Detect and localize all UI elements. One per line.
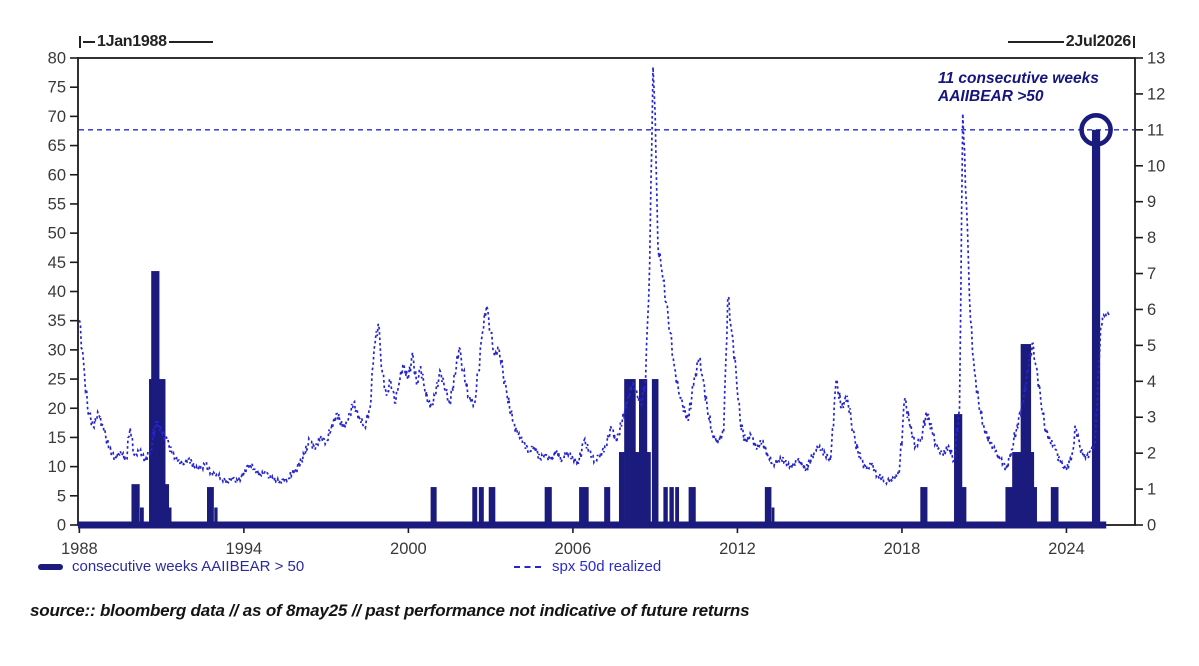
right-axis-tick-label: 0 (1147, 517, 1156, 535)
x-axis-tick-label: 2000 (390, 540, 427, 558)
range-start-tick-icon (79, 36, 81, 48)
streak-bar (954, 414, 963, 529)
x-axis-tick-label: 2018 (884, 540, 921, 558)
streak-bar (1050, 487, 1059, 529)
streak-bar (430, 487, 437, 529)
range-marker-start: 1Jan1988 (79, 33, 213, 51)
streak-bar (669, 487, 674, 529)
left-axis-tick-label: 55 (48, 195, 66, 213)
x-axis-tick-label: 1994 (226, 540, 263, 558)
left-axis-tick-label: 35 (48, 312, 66, 330)
range-marker-end: 2Jul2026 (1007, 33, 1135, 51)
range-end-dash-icon (1007, 41, 1064, 43)
x-axis: 1988 1994 2000 2006 2012 2018 2024 (61, 525, 1085, 558)
streak-bar (160, 484, 170, 529)
streak-bar (638, 379, 648, 529)
left-axis-tick-label: 65 (48, 137, 66, 155)
source-note: source:: bloomberg data // as of 8may25 … (30, 601, 750, 620)
streak-bar (646, 452, 651, 529)
highlight-circle (1079, 113, 1113, 147)
streak-bar (472, 487, 478, 529)
left-axis-tick-label: 25 (48, 371, 66, 389)
left-axis-tick-label: 60 (48, 166, 66, 184)
legend-item-bars: consecutive weeks AAIIBEAR > 50 (38, 558, 304, 575)
left-axis-tick-label: 5 (57, 487, 66, 505)
streak-bar (139, 507, 144, 529)
left-axis-tick-label: 70 (48, 108, 66, 126)
streak-bar (151, 271, 160, 529)
streak-bar (207, 487, 214, 529)
right-axis-tick-label: 10 (1147, 157, 1165, 175)
streak-bar (651, 379, 659, 529)
right-axis-tick-label: 8 (1147, 229, 1156, 247)
left-axis-tick-label: 0 (57, 517, 66, 535)
streak-bar (579, 487, 589, 529)
bars-series (131, 129, 1101, 529)
streak-bar (131, 484, 140, 529)
streak-bar (544, 487, 552, 529)
streak-bar (634, 452, 641, 529)
x-axis-tick-label: 1988 (61, 540, 98, 558)
streak-bar (961, 487, 967, 529)
streak-bar (214, 507, 218, 529)
zero-baseline (78, 521, 1107, 529)
range-start-dash-icon (83, 41, 95, 43)
x-axis-tick-label: 2006 (555, 540, 592, 558)
x-axis-tick-label: 2012 (719, 540, 756, 558)
right-axis-tick-label: 1 (1147, 481, 1156, 499)
range-end-label: 2Jul2026 (1065, 33, 1132, 50)
right-axis-tick-label: 6 (1147, 301, 1156, 319)
right-axis-tick-label: 3 (1147, 409, 1156, 427)
streak-bar (168, 507, 172, 529)
left-axis-tick-label: 80 (48, 50, 66, 68)
right-axis-tick-label: 4 (1147, 373, 1156, 391)
streak-bar (618, 452, 625, 529)
streak-bar (488, 487, 496, 529)
legend-label-bars: consecutive weeks AAIIBEAR > 50 (72, 558, 305, 575)
streak-bar (1020, 344, 1032, 529)
line-series-swatch-icon (514, 565, 541, 568)
annotation-line2: AAIIBEAR >50 (938, 88, 1044, 106)
plot-frame (77, 57, 1136, 526)
streak-bar (920, 487, 928, 529)
right-axis-tick-label: 5 (1147, 337, 1156, 355)
annotation-callout: 11 consecutive weeks AAIIBEAR >50 (938, 70, 1099, 107)
streak-bar (478, 487, 484, 529)
streak-bar (604, 487, 611, 529)
left-axis-tick-label: 45 (48, 254, 66, 272)
streak-bar (688, 487, 696, 529)
x-axis-tick-label: 2024 (1048, 540, 1085, 558)
right-axis-tick-label: 9 (1147, 193, 1156, 211)
legend-item-line: spx 50d realized (514, 558, 661, 575)
left-axis-tick-label: 15 (48, 429, 66, 447)
left-axis-tick-label: 10 (48, 458, 66, 476)
streak-bar (663, 487, 668, 529)
right-axis-tick-label: 11 (1147, 121, 1164, 139)
legend-label-line: spx 50d realized (552, 558, 662, 575)
range-start-label: 1Jan1988 (97, 33, 167, 50)
streak-bar (764, 487, 772, 529)
left-axis-tick-label: 40 (48, 283, 66, 301)
streak-bar (1091, 129, 1101, 529)
right-axis-tick-label: 7 (1147, 265, 1156, 283)
right-axis-tick-label: 13 (1147, 50, 1165, 68)
left-axis-tick-label: 75 (48, 79, 66, 97)
right-axis-tick-label: 2 (1147, 445, 1156, 463)
streak-bar (675, 487, 680, 529)
streak-bar (624, 379, 636, 529)
annotation-line1: 11 consecutive weeks (938, 70, 1099, 87)
left-axis-tick-label: 20 (48, 400, 66, 418)
left-axis-tick-label: 50 (48, 225, 66, 243)
left-axis-tick-label: 30 (48, 341, 66, 359)
streak-bar (771, 507, 775, 529)
right-axis-tick-label: 12 (1147, 85, 1165, 103)
bar-series-swatch-icon (38, 563, 63, 570)
range-end-tick-icon (1133, 36, 1135, 48)
range-start-trailing-dash-icon (168, 41, 213, 43)
